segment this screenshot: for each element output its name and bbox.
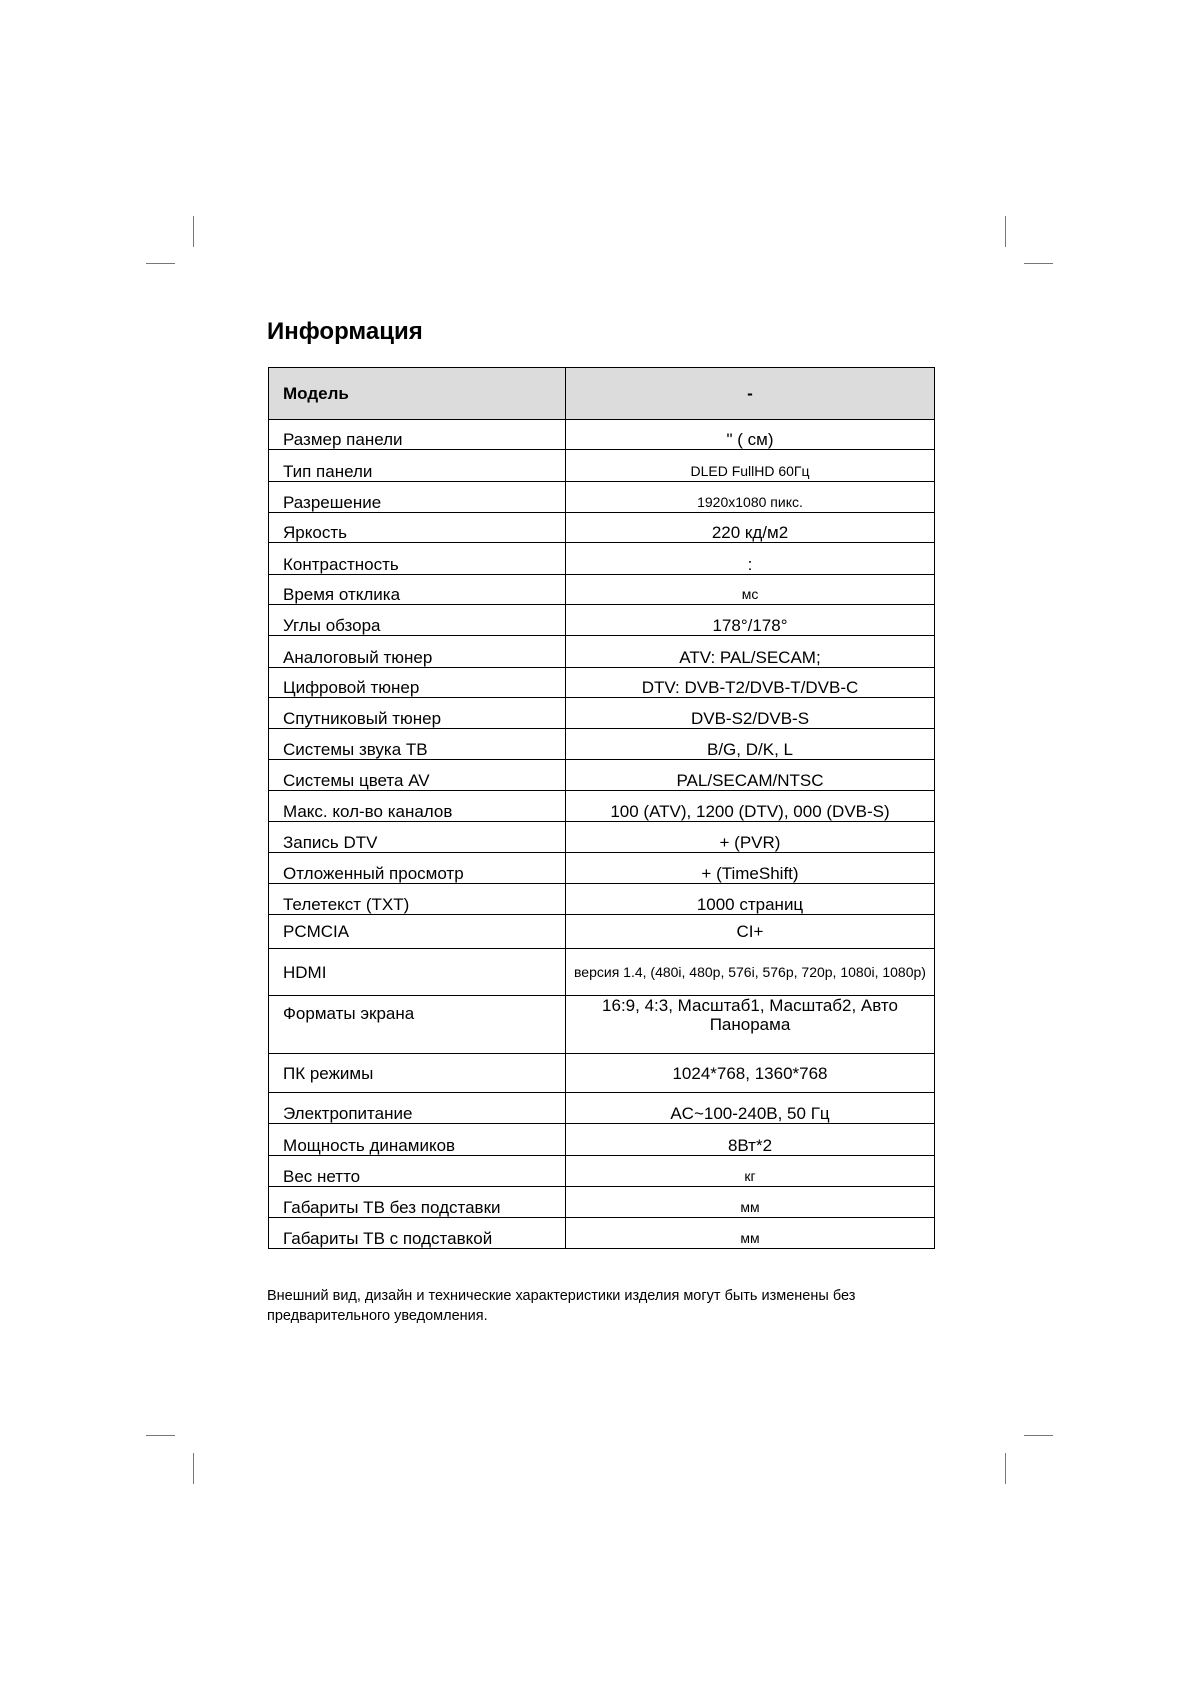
spec-value: " ( см) xyxy=(565,419,935,450)
spec-label: Запись DTV xyxy=(268,821,566,853)
spec-value: кг xyxy=(565,1155,935,1187)
spec-value: PAL/SECAM/NTSC xyxy=(565,759,935,791)
spec-table: Модель - Размер панели " ( см) Тип панели D… xyxy=(268,367,935,1249)
crop-mark xyxy=(1024,263,1053,264)
spec-label: Мощность динамиков xyxy=(268,1123,566,1156)
table-row: HDMI версия 1.4, (480i, 480p, 576i, 576p,… xyxy=(268,948,935,996)
table-row: Тип панели DLED FullHD 60Гц xyxy=(268,449,935,482)
table-row: Углы обзора 178°/178° xyxy=(268,604,935,636)
spec-value: AC~100-240В, 50 Гц xyxy=(565,1092,935,1124)
spec-label: Габариты ТВ без подставки xyxy=(268,1186,566,1218)
table-row: Системы звука ТВ B/G, D/K, L xyxy=(268,728,935,760)
spec-value: CI+ xyxy=(565,914,935,949)
spec-label: Разрешение xyxy=(268,481,566,513)
spec-label: Время отклика xyxy=(268,574,566,605)
spec-value: B/G, D/K, L xyxy=(565,728,935,760)
crop-mark xyxy=(146,263,175,264)
spec-label: Габариты ТВ с подставкой xyxy=(268,1217,566,1249)
spec-label: Контрастность xyxy=(268,542,566,575)
table-row: Запись DTV + (PVR) xyxy=(268,821,935,853)
spec-value: 16:9, 4:3, Масштаб1, Масштаб2, Авто Пано… xyxy=(565,995,935,1054)
spec-label: Вес нетто xyxy=(268,1155,566,1187)
spec-label: Отложенный просмотр xyxy=(268,852,566,884)
spec-value: 1920x1080 пикс. xyxy=(565,481,935,513)
spec-label: Аналоговый тюнер xyxy=(268,635,566,668)
table-row: Макс. кол-во каналов 100 (ATV), 1200 (DTV… xyxy=(268,790,935,822)
spec-value: мс xyxy=(565,574,935,605)
table-row: ПК режимы 1024*768, 1360*768 xyxy=(268,1053,935,1093)
spec-value: мм xyxy=(565,1217,935,1249)
crop-mark xyxy=(193,216,194,247)
table-row: Отложенный просмотр + (TimeShift) xyxy=(268,852,935,884)
spec-value: мм xyxy=(565,1186,935,1218)
crop-mark xyxy=(193,1453,194,1484)
table-row: Телетекст (TXT) 1000 страниц xyxy=(268,883,935,915)
table-row: Мощность динамиков 8Вт*2 xyxy=(268,1123,935,1156)
table-row: Системы цвета AV PAL/SECAM/NTSC xyxy=(268,759,935,791)
crop-mark xyxy=(1024,1435,1053,1436)
table-row: Время отклика мс xyxy=(268,574,935,605)
spec-label: ПК режимы xyxy=(268,1053,566,1093)
crop-mark xyxy=(1005,216,1006,247)
table-row: Размер панели " ( см) xyxy=(268,419,935,450)
spec-label: Тип панели xyxy=(268,449,566,482)
spec-value: 220 кд/м2 xyxy=(565,512,935,543)
spec-value: 1024*768, 1360*768 xyxy=(565,1053,935,1093)
header-value: - xyxy=(565,367,935,420)
table-row: Разрешение 1920x1080 пикс. xyxy=(268,481,935,513)
spec-value: 8Вт*2 xyxy=(565,1123,935,1156)
table-row: Контрастность: xyxy=(268,542,935,575)
table-row: Вес нетто кг xyxy=(268,1155,935,1187)
spec-label: Форматы экрана xyxy=(268,995,566,1054)
table-row: Форматы экрана 16:9, 4:3, Масштаб1, Масшт… xyxy=(268,995,935,1054)
spec-value: + (PVR) xyxy=(565,821,935,853)
spec-label: Размер панели xyxy=(268,419,566,450)
spec-label: Системы звука ТВ xyxy=(268,728,566,760)
table-header-row: Модель - xyxy=(268,367,935,420)
spec-label: Макс. кол-во каналов xyxy=(268,790,566,822)
spec-value: : xyxy=(565,542,935,575)
spec-value: 100 (ATV), 1200 (DTV), 000 (DVB-S) xyxy=(565,790,935,822)
table-row: Яркость 220 кд/м2 xyxy=(268,512,935,543)
spec-label: Углы обзора xyxy=(268,604,566,636)
spec-label: Системы цвета AV xyxy=(268,759,566,791)
crop-mark xyxy=(1005,1453,1006,1484)
spec-value: ATV: PAL/SECAM; xyxy=(565,635,935,668)
spec-value: 178°/178° xyxy=(565,604,935,636)
spec-label: Яркость xyxy=(268,512,566,543)
spec-label: HDMI xyxy=(268,948,566,996)
spec-label: Электропитание xyxy=(268,1092,566,1124)
disclaimer-note: Внешний вид, дизайн и технические характ… xyxy=(267,1288,856,1324)
table-row: Электропитание AC~100-240В, 50 Гц xyxy=(268,1092,935,1124)
spec-label: PCMCIA xyxy=(268,914,566,949)
table-row: PCMCIA CI+ xyxy=(268,914,935,949)
spec-value: DVB-S2/DVB-S xyxy=(565,697,935,729)
spec-label: Спутниковый тюнер xyxy=(268,697,566,729)
spec-label: Цифровой тюнер xyxy=(268,667,566,698)
spec-value: DTV: DVB-T2/DVB-T/DVB-C xyxy=(565,667,935,698)
table-row: Аналоговый тюнер ATV: PAL/SECAM; xyxy=(268,635,935,668)
spec-value: + (TimeShift) xyxy=(565,852,935,884)
crop-mark xyxy=(146,1435,175,1436)
spec-value: DLED FullHD 60Гц xyxy=(565,449,935,482)
table-row: Цифровой тюнер DTV: DVB-T2/DVB-T/DVB-C xyxy=(268,667,935,698)
table-row: Габариты ТВ с подставкой мм xyxy=(268,1217,935,1249)
table-row: Спутниковый тюнер DVB-S2/DVB-S xyxy=(268,697,935,729)
spec-value: 1000 страниц xyxy=(565,883,935,915)
table-row: Габариты ТВ без подставки мм xyxy=(268,1186,935,1218)
spec-label: Телетекст (TXT) xyxy=(268,883,566,915)
spec-value: версия 1.4, (480i, 480p, 576i, 576p, 720… xyxy=(565,948,935,996)
header-label: Модель xyxy=(268,367,566,420)
page-title: Информация xyxy=(267,318,423,345)
